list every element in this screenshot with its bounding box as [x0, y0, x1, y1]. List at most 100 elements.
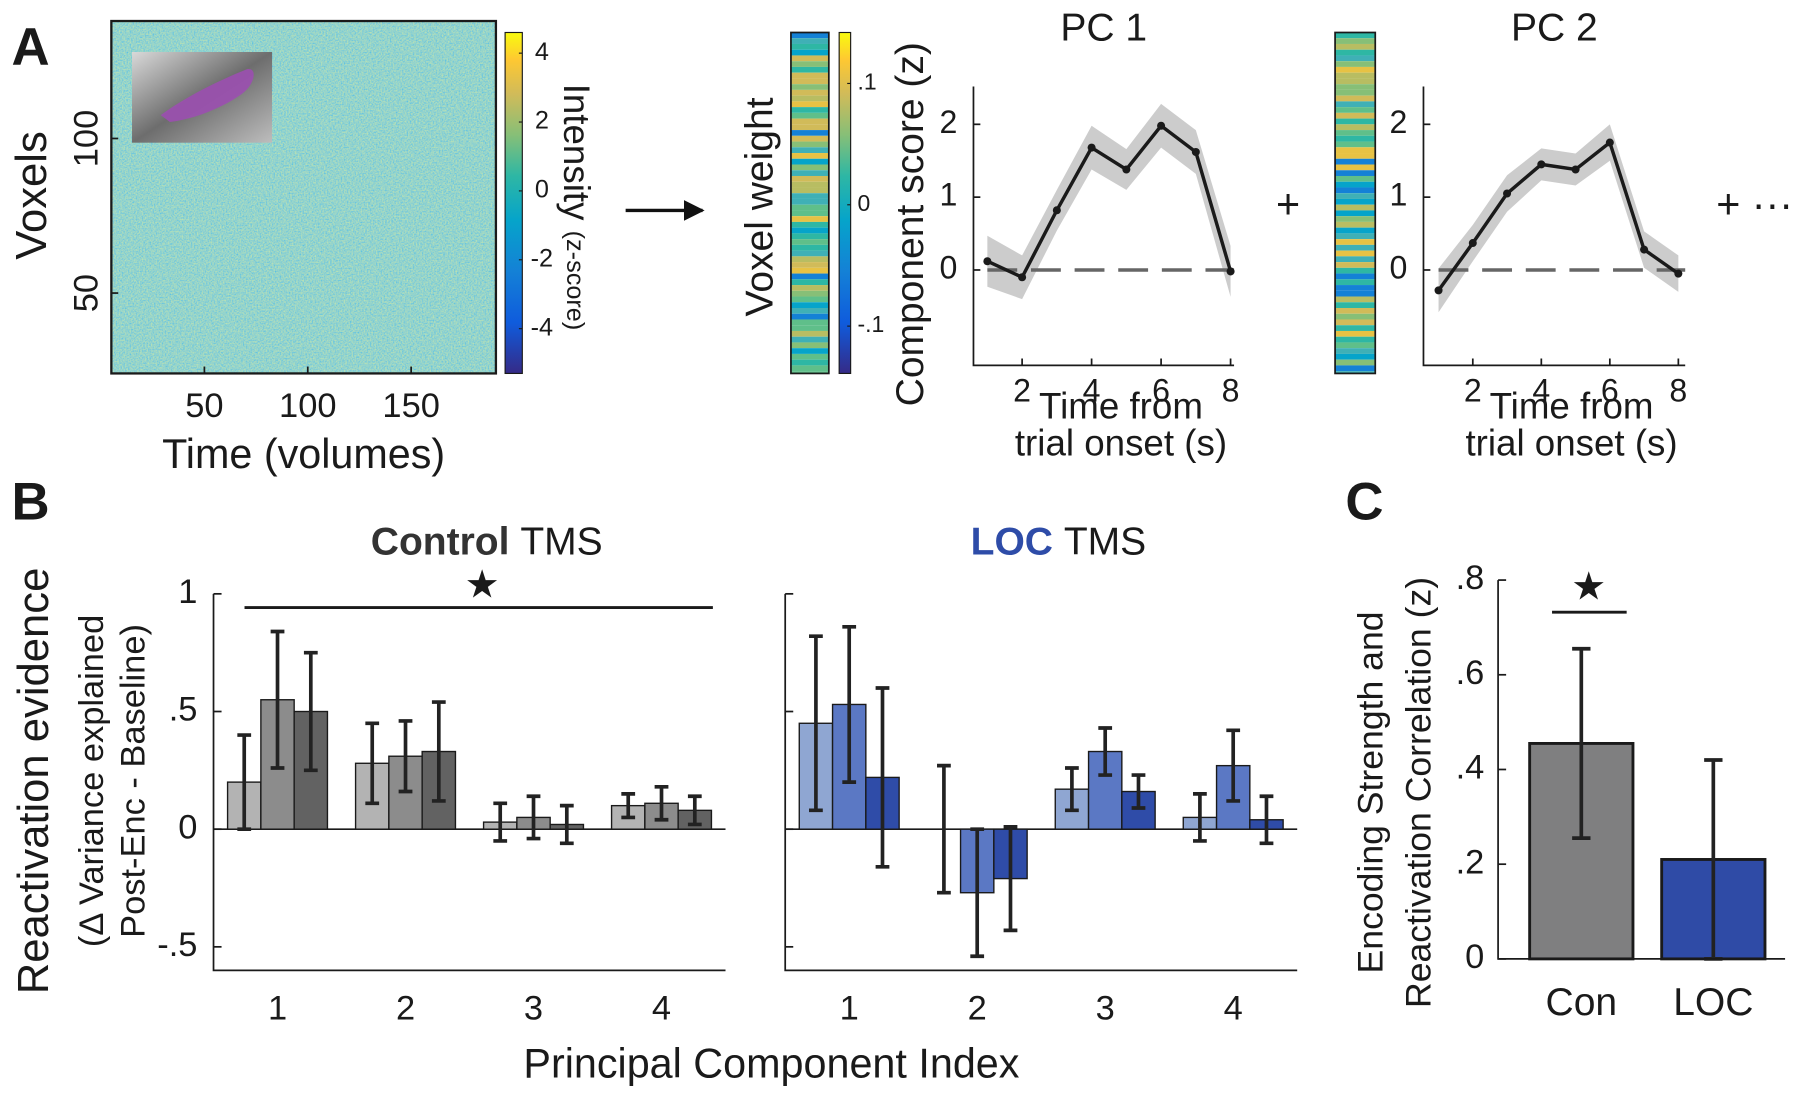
weight-stripe [790, 267, 829, 274]
weight-stripe [1335, 135, 1376, 142]
axes [784, 593, 1298, 972]
point [1434, 286, 1443, 295]
error-bar [1065, 766, 1079, 813]
y-tick-label: 50 [67, 274, 105, 312]
weight-stripe [790, 371, 829, 374]
weight-stripe [1335, 84, 1376, 90]
weight-stripe [1335, 112, 1376, 119]
error-band [987, 103, 1231, 300]
weight-stripe [1335, 95, 1376, 102]
y-tick-label: .2 [1456, 843, 1485, 881]
error-bar [621, 792, 636, 820]
weight-stripe [1335, 187, 1376, 194]
weight-stripe [1335, 204, 1376, 211]
weight-stripe [790, 325, 829, 331]
weight-stripe [1335, 89, 1376, 96]
operator: + [1276, 181, 1300, 227]
weight-stripe [1335, 153, 1376, 159]
x-axis-label: Time (volumes) [162, 431, 445, 477]
point [1052, 206, 1061, 215]
point [1605, 138, 1614, 147]
weight-stripe [1335, 49, 1376, 56]
weight-stripe [790, 198, 829, 205]
significance-star: ★ [465, 563, 500, 606]
y-tick-label: 0 [940, 249, 958, 285]
weight-stripe [790, 233, 829, 240]
weight-stripe [790, 147, 829, 154]
x-tick-label: 100 [279, 387, 336, 425]
y-axis-label: Reactivation Correlation (z) [1399, 577, 1439, 1008]
error-band [1438, 124, 1679, 313]
stripes-border [1334, 31, 1377, 375]
weight-stripe [790, 250, 829, 257]
x-tick-label: 8 [1222, 372, 1240, 408]
weight-stripe [1335, 61, 1376, 67]
weight-stripe [1335, 244, 1376, 251]
point [1157, 121, 1166, 130]
error-bar [1131, 773, 1146, 810]
weight-stripe [1335, 55, 1376, 62]
weight-stripe [790, 330, 829, 337]
weight-stripe [1335, 193, 1376, 199]
y-tick-label: .5 [169, 691, 198, 729]
weight-stripe [1335, 72, 1376, 79]
weight-stripe [790, 290, 829, 297]
inset-roi [160, 69, 254, 123]
weight-stripe [790, 221, 829, 228]
weight-stripe [1335, 38, 1376, 44]
panel-letter: A [11, 18, 49, 77]
weight-stripe [1335, 267, 1376, 274]
error-bar [970, 827, 985, 959]
x-tick-label: Con [1546, 981, 1618, 1024]
chart-title-rest: TMS [1064, 521, 1146, 564]
x-tick-label: 150 [382, 387, 439, 425]
weight-stripe [1335, 359, 1376, 366]
point [1087, 143, 1096, 152]
weight-stripe [790, 107, 829, 113]
x-tick-label: 1 [268, 990, 287, 1028]
x-tick-label: 1 [840, 990, 859, 1028]
weight-stripe [790, 359, 829, 366]
weight-stripe [790, 89, 829, 96]
chart-title: PC 2 [1511, 7, 1598, 50]
weight-stripe [790, 353, 829, 360]
weight-stripe [790, 112, 829, 119]
weight-stripe [1335, 147, 1376, 154]
error-bar [398, 719, 413, 794]
point [1537, 160, 1546, 169]
weight-stripe [1335, 227, 1376, 234]
weight-stripe [1335, 141, 1376, 148]
colorbar-tick-label: -2 [531, 244, 553, 272]
point [983, 257, 992, 266]
weight-stripe [1335, 330, 1376, 337]
weight-stripe [790, 66, 829, 73]
weight-stripe [790, 49, 829, 56]
axes [1422, 86, 1686, 367]
colorbar-tick-label: 4 [535, 38, 549, 66]
y-tick-label: 1 [1390, 177, 1408, 213]
colorbar-tick-label: -.1 [858, 311, 885, 337]
error-bar [237, 733, 252, 832]
x-tick-label: 2 [968, 990, 987, 1028]
weight-stripe [1335, 348, 1376, 354]
weight-stripe [1335, 256, 1376, 263]
y-tick-label: .6 [1456, 654, 1485, 692]
weight-stripe [790, 181, 829, 188]
weight-stripe [1335, 175, 1376, 182]
chart-title: Control TMS [371, 521, 603, 564]
weight-stripe [790, 204, 829, 211]
weight-stripe [790, 118, 829, 125]
point [1640, 245, 1649, 254]
weight-stripe [1335, 210, 1376, 217]
error-bar [526, 794, 541, 841]
point [1674, 269, 1683, 278]
weight-stripe [1335, 290, 1376, 297]
point [1571, 165, 1580, 174]
weight-stripe [1335, 216, 1376, 222]
x-tick-label: 4 [652, 990, 671, 1028]
axes [212, 593, 726, 972]
weight-stripe [790, 101, 829, 108]
weight-stripe [790, 308, 829, 314]
weight-stripe [1335, 158, 1376, 165]
axes [972, 86, 1235, 367]
